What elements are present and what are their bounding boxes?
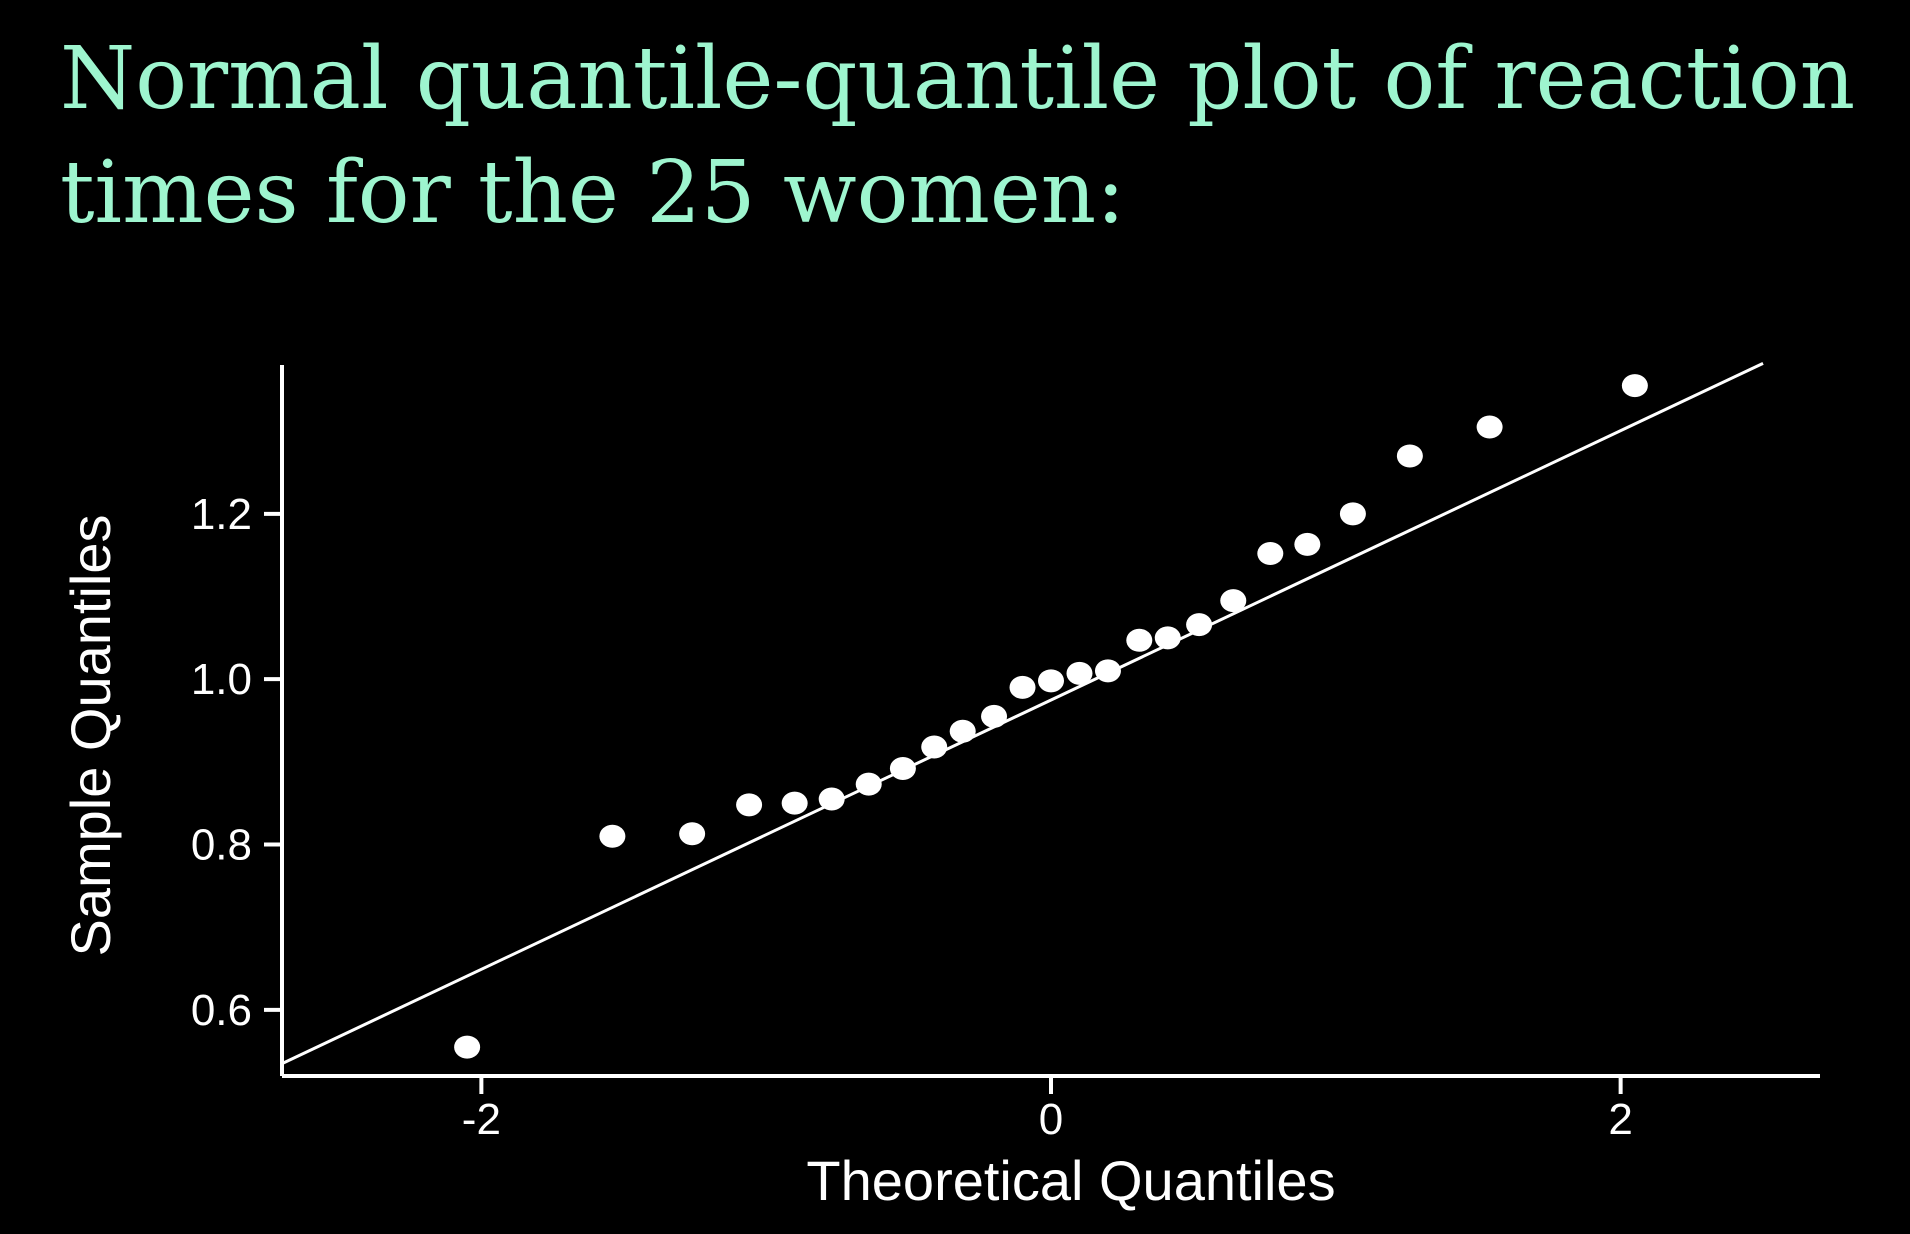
data-point — [1339, 502, 1366, 526]
data-point — [855, 772, 882, 796]
data-point — [1186, 613, 1213, 637]
data-point — [599, 824, 626, 848]
data-point — [949, 719, 976, 743]
y-tick-label: 1.0 — [191, 655, 252, 704]
data-point — [781, 791, 808, 815]
data-point — [1220, 589, 1247, 613]
data-point — [1126, 628, 1153, 652]
slide-title-line-2: times for the 25 women: — [60, 143, 1126, 243]
x-tick-label: 2 — [1608, 1095, 1632, 1144]
y-tick-label: 1.2 — [191, 490, 252, 539]
data-point — [1294, 532, 1321, 556]
y-axis-title: Sample Quantiles — [59, 514, 122, 956]
slide-title-line-1: Normal quantile-quantile plot of reactio… — [60, 29, 1856, 129]
x-tick-label: 0 — [1039, 1095, 1063, 1144]
data-point — [981, 704, 1008, 728]
data-point — [818, 787, 845, 811]
y-axis-ticks: 0.6 0.8 1.0 1.2 — [191, 490, 282, 1035]
data-point — [1257, 541, 1284, 565]
slide-title: Normal quantile-quantile plot of reactio… — [60, 22, 1860, 250]
reference-line — [281, 361, 1764, 1065]
data-point — [736, 793, 763, 817]
y-tick-label: 0.8 — [191, 821, 252, 870]
x-axis-title: Theoretical Quantiles — [806, 1149, 1335, 1212]
data-point — [1621, 374, 1648, 398]
x-axis-ticks: -2 0 2 — [462, 1076, 1633, 1144]
y-tick-label: 0.6 — [191, 986, 252, 1035]
data-point — [1154, 626, 1181, 650]
data-point — [1396, 444, 1423, 468]
data-point — [679, 822, 706, 846]
data-point — [1094, 659, 1121, 683]
x-tick-label: -2 — [462, 1095, 501, 1144]
data-point — [889, 756, 916, 780]
data-point — [1009, 675, 1036, 699]
data-point — [454, 1035, 481, 1059]
data-point — [1476, 415, 1503, 439]
data-point — [1066, 661, 1093, 685]
data-point — [921, 735, 948, 759]
data-points — [454, 374, 1648, 1059]
data-point — [1038, 669, 1064, 693]
